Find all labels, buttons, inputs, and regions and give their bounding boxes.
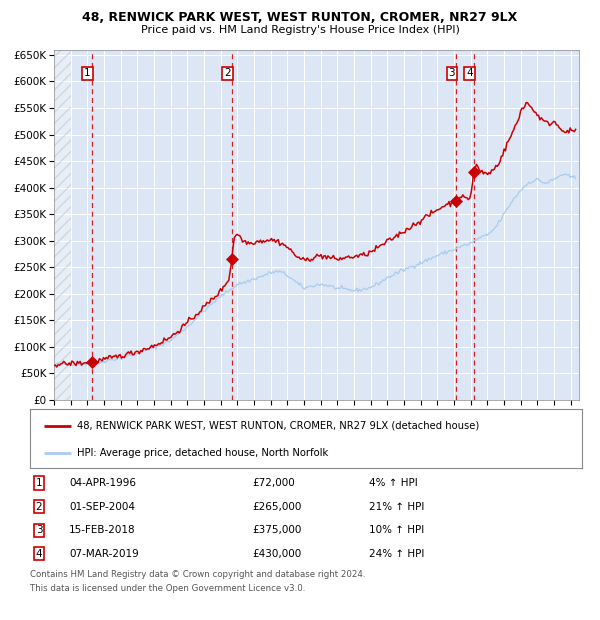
Text: £430,000: £430,000 (252, 549, 301, 559)
Text: 4% ↑ HPI: 4% ↑ HPI (369, 478, 418, 488)
Text: 4: 4 (466, 68, 473, 79)
Text: 04-APR-1996: 04-APR-1996 (69, 478, 136, 488)
Text: 1: 1 (84, 68, 91, 79)
Text: 48, RENWICK PARK WEST, WEST RUNTON, CROMER, NR27 9LX: 48, RENWICK PARK WEST, WEST RUNTON, CROM… (82, 11, 518, 24)
Text: HPI: Average price, detached house, North Norfolk: HPI: Average price, detached house, Nort… (77, 448, 328, 458)
Text: 24% ↑ HPI: 24% ↑ HPI (369, 549, 424, 559)
Text: 15-FEB-2018: 15-FEB-2018 (69, 525, 136, 535)
Text: £72,000: £72,000 (252, 478, 295, 488)
Text: 4: 4 (35, 549, 43, 559)
Text: 07-MAR-2019: 07-MAR-2019 (69, 549, 139, 559)
Text: 2: 2 (224, 68, 231, 79)
Text: 2: 2 (35, 502, 43, 512)
Text: £375,000: £375,000 (252, 525, 301, 535)
Text: £265,000: £265,000 (252, 502, 301, 512)
Text: 01-SEP-2004: 01-SEP-2004 (69, 502, 135, 512)
Text: Contains HM Land Registry data © Crown copyright and database right 2024.: Contains HM Land Registry data © Crown c… (30, 570, 365, 580)
Text: 3: 3 (35, 525, 43, 535)
Text: Price paid vs. HM Land Registry's House Price Index (HPI): Price paid vs. HM Land Registry's House … (140, 25, 460, 35)
Text: 48, RENWICK PARK WEST, WEST RUNTON, CROMER, NR27 9LX (detached house): 48, RENWICK PARK WEST, WEST RUNTON, CROM… (77, 421, 479, 431)
Text: 3: 3 (449, 68, 455, 79)
Text: 21% ↑ HPI: 21% ↑ HPI (369, 502, 424, 512)
Text: This data is licensed under the Open Government Licence v3.0.: This data is licensed under the Open Gov… (30, 584, 305, 593)
Text: 1: 1 (35, 478, 43, 488)
Text: 10% ↑ HPI: 10% ↑ HPI (369, 525, 424, 535)
